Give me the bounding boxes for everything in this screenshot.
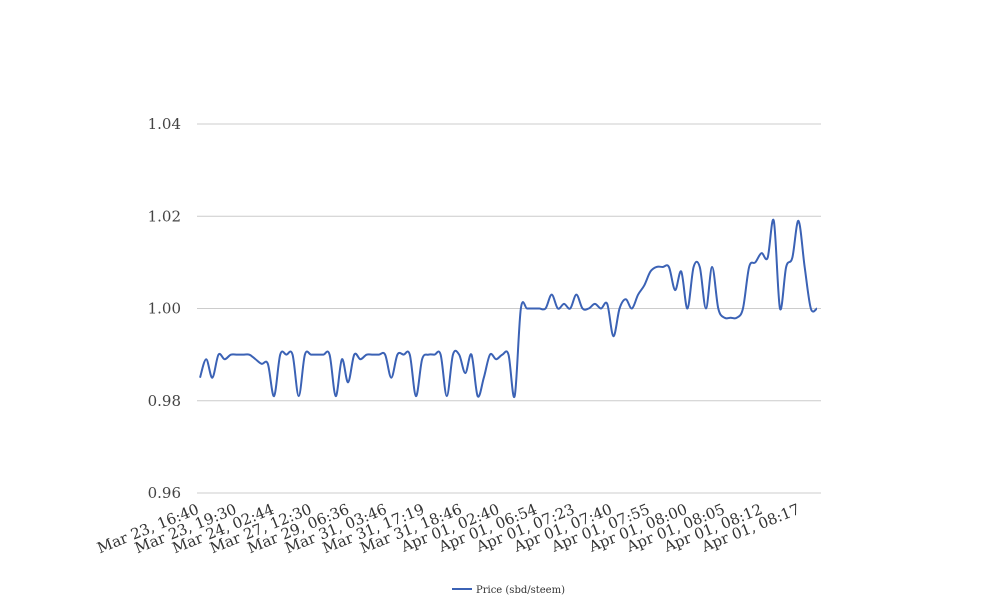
y-tick-label: 1.04 <box>148 115 181 133</box>
y-axis-tick-labels: 0.96 0.98 1.00 1.02 1.04 <box>148 115 181 502</box>
legend: Price (sbd/steem) <box>452 585 565 596</box>
y-tick-label: 0.98 <box>148 392 181 410</box>
legend-label-price: Price (sbd/steem) <box>476 585 565 596</box>
series-layer <box>199 218 818 398</box>
y-tick-label: 1.02 <box>148 207 181 225</box>
grid-layer <box>197 123 821 494</box>
y-tick-label: 1.00 <box>148 300 181 318</box>
y-tick-label: 0.96 <box>148 484 181 502</box>
series-line-price <box>199 218 818 398</box>
